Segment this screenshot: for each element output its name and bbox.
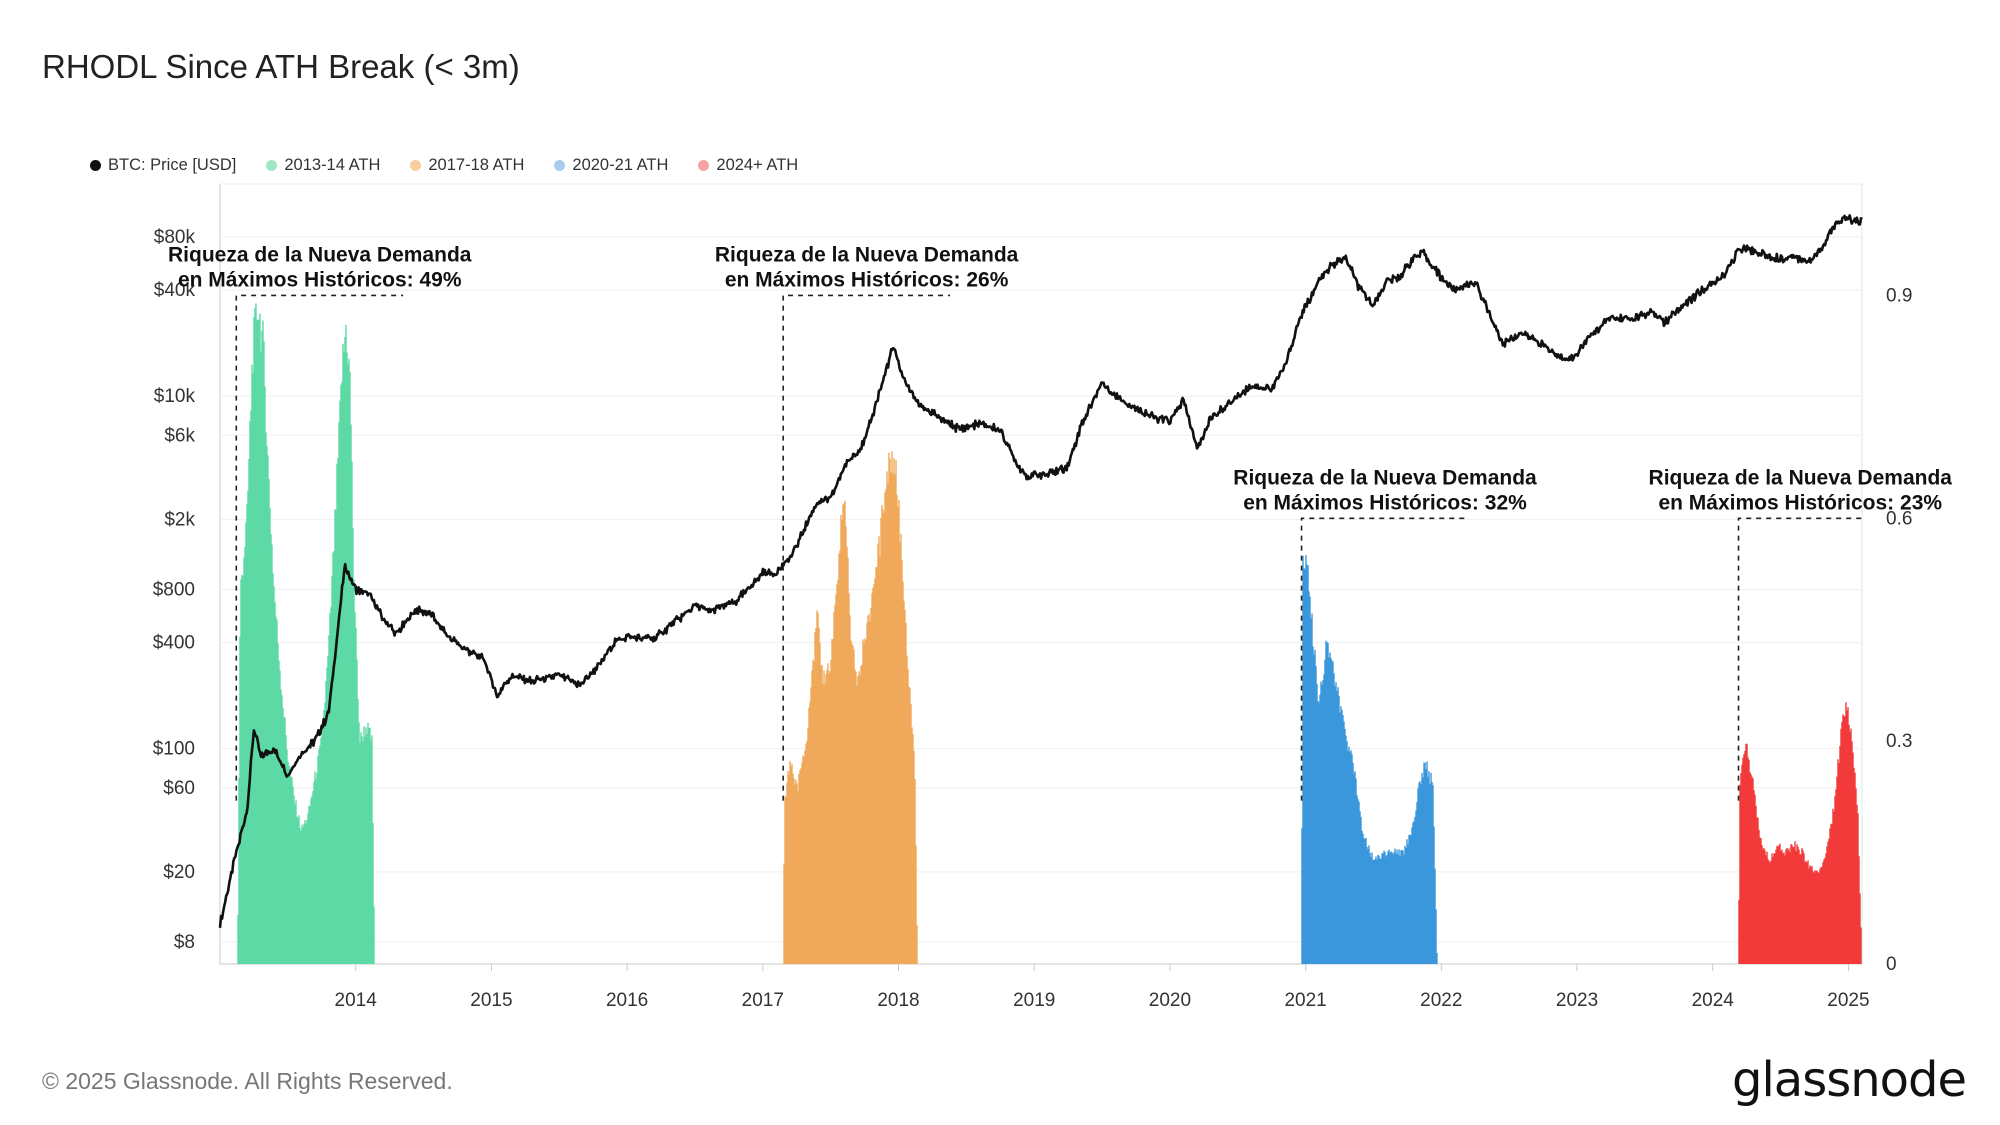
x-tick-label: 2022 <box>1420 990 1462 1011</box>
annotation-bracket <box>1737 517 1862 801</box>
x-tick-label: 2023 <box>1556 990 1598 1011</box>
annotation-line-2: en Máximos Históricos: 23% <box>1658 491 1942 514</box>
y-left-tick-label: $60 <box>163 778 195 799</box>
y-left-tick-label: $800 <box>153 580 195 601</box>
legend-label-2020-21: 2020-21 ATH <box>572 156 669 174</box>
y-right-tick-label: 0.3 <box>1886 731 1912 752</box>
glassnode-logo: glassnode <box>1731 1052 1967 1108</box>
copyright-footer: © 2025 Glassnode. All Rights Reserved. <box>42 1068 453 1094</box>
x-tick-label: 2025 <box>1827 990 1869 1011</box>
annotation-line-1: Riqueza de la Nueva Demanda <box>715 243 1019 266</box>
annotation-line-2: en Máximos Históricos: 32% <box>1243 491 1527 514</box>
legend-dot-2020-21 <box>554 160 566 171</box>
legend-dot-price <box>90 160 101 171</box>
series-2024-ath <box>1738 702 1862 964</box>
y-left-tick-label: $80k <box>154 227 196 248</box>
x-tick-label: 2021 <box>1284 990 1326 1011</box>
series-area-2017-18-ath <box>783 451 918 964</box>
legend-dot-2017-18 <box>410 160 422 171</box>
y-right-tick-label: 0.9 <box>1886 285 1912 306</box>
x-tick-label: 2017 <box>742 990 784 1011</box>
series-area-2020-21-ath <box>1301 555 1438 964</box>
series-2017-18-ath <box>783 451 918 964</box>
y-right-tick-label: 0 <box>1886 954 1897 975</box>
legend-item-2024[interactable]: 2024+ ATH <box>698 156 798 175</box>
y-left-tick-label: $6k <box>164 425 195 446</box>
x-tick-label: 2015 <box>470 990 512 1011</box>
legend-dot-2013-14 <box>266 160 278 171</box>
y-left-tick-label: $10k <box>154 386 196 407</box>
legend-label-2017-18: 2017-18 ATH <box>428 156 525 174</box>
y-left-tick-label: $8 <box>174 932 195 953</box>
x-tick-label: 2019 <box>1013 990 1055 1011</box>
y-left-tick-label: $100 <box>153 739 195 760</box>
annotation-line-2: en Máximos Históricos: 26% <box>725 268 1009 291</box>
y-right-tick-label: 0.6 <box>1886 508 1912 529</box>
series-area-2024-ath <box>1738 702 1862 964</box>
series-2020-21-ath <box>1301 555 1438 964</box>
annotation-line-2: en Máximos Históricos: 49% <box>178 268 462 291</box>
legend-item-price[interactable]: BTC: Price [USD] <box>90 156 236 175</box>
legend-dot-2024 <box>698 160 710 171</box>
x-tick-label: 2018 <box>877 990 919 1011</box>
x-tick-label: 2020 <box>1149 990 1191 1011</box>
y-left-tick-label: $20 <box>163 862 195 883</box>
legend-item-2020-21[interactable]: 2020-21 ATH <box>554 156 668 175</box>
legend: BTC: Price [USD] 2013-14 ATH 2017-18 ATH… <box>90 156 798 175</box>
annotation-bracket <box>1300 517 1469 801</box>
legend-item-2013-14[interactable]: 2013-14 ATH <box>266 156 380 175</box>
x-tick-label: 2024 <box>1692 990 1735 1011</box>
annotation-line-1: Riqueza de la Nueva Demanda <box>1233 466 1537 489</box>
y-left-tick-label: $400 <box>153 633 195 654</box>
annotation-line-1: Riqueza de la Nueva Demanda <box>1649 466 1953 489</box>
x-tick-label: 2014 <box>335 990 378 1011</box>
legend-label-price: BTC: Price [USD] <box>108 156 237 174</box>
y-left-tick-label: $40k <box>154 280 196 301</box>
legend-label-2013-14: 2013-14 ATH <box>284 156 381 174</box>
chart-title: RHODL Since ATH Break (< 3m) <box>42 48 520 85</box>
legend-label-2024: 2024+ ATH <box>716 156 799 174</box>
btc-price-line <box>218 214 1863 928</box>
y-left-tick-label: $2k <box>164 509 195 530</box>
annotation-line-1: Riqueza de la Nueva Demanda <box>168 243 472 266</box>
x-tick-label: 2016 <box>606 990 648 1011</box>
legend-item-2017-18[interactable]: 2017-18 ATH <box>410 156 524 175</box>
series-2013-14-ath <box>237 303 375 964</box>
series-area-2013-14-ath <box>237 303 375 964</box>
